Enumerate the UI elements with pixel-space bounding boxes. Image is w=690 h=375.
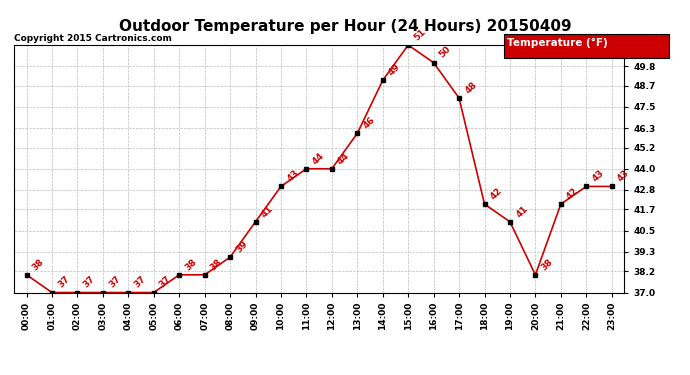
Text: 37: 37 bbox=[56, 274, 72, 290]
Text: 42: 42 bbox=[565, 186, 580, 201]
Text: 37: 37 bbox=[107, 274, 122, 290]
Text: 41: 41 bbox=[514, 204, 529, 219]
Text: 50: 50 bbox=[437, 45, 453, 60]
Text: 39: 39 bbox=[234, 239, 250, 254]
Text: 44: 44 bbox=[310, 151, 326, 166]
Text: 37: 37 bbox=[81, 274, 97, 290]
Text: Copyright 2015 Cartronics.com: Copyright 2015 Cartronics.com bbox=[14, 34, 172, 43]
Text: 49: 49 bbox=[387, 62, 402, 78]
Text: Outdoor Temperature per Hour (24 Hours) 20150409: Outdoor Temperature per Hour (24 Hours) … bbox=[119, 19, 571, 34]
Text: Temperature (°F): Temperature (°F) bbox=[507, 38, 608, 48]
Text: 43: 43 bbox=[616, 168, 631, 184]
Text: 41: 41 bbox=[259, 204, 275, 219]
Text: 51: 51 bbox=[413, 27, 428, 42]
Text: 38: 38 bbox=[209, 257, 224, 272]
Text: 44: 44 bbox=[336, 151, 351, 166]
Text: 37: 37 bbox=[158, 274, 173, 290]
Text: 37: 37 bbox=[132, 274, 148, 290]
Text: 46: 46 bbox=[362, 116, 377, 130]
Text: 38: 38 bbox=[30, 257, 46, 272]
Text: 43: 43 bbox=[285, 168, 300, 184]
Text: 38: 38 bbox=[184, 257, 199, 272]
Text: 43: 43 bbox=[591, 168, 606, 184]
Text: 42: 42 bbox=[489, 186, 504, 201]
Text: 38: 38 bbox=[540, 257, 555, 272]
Text: 48: 48 bbox=[463, 80, 479, 95]
